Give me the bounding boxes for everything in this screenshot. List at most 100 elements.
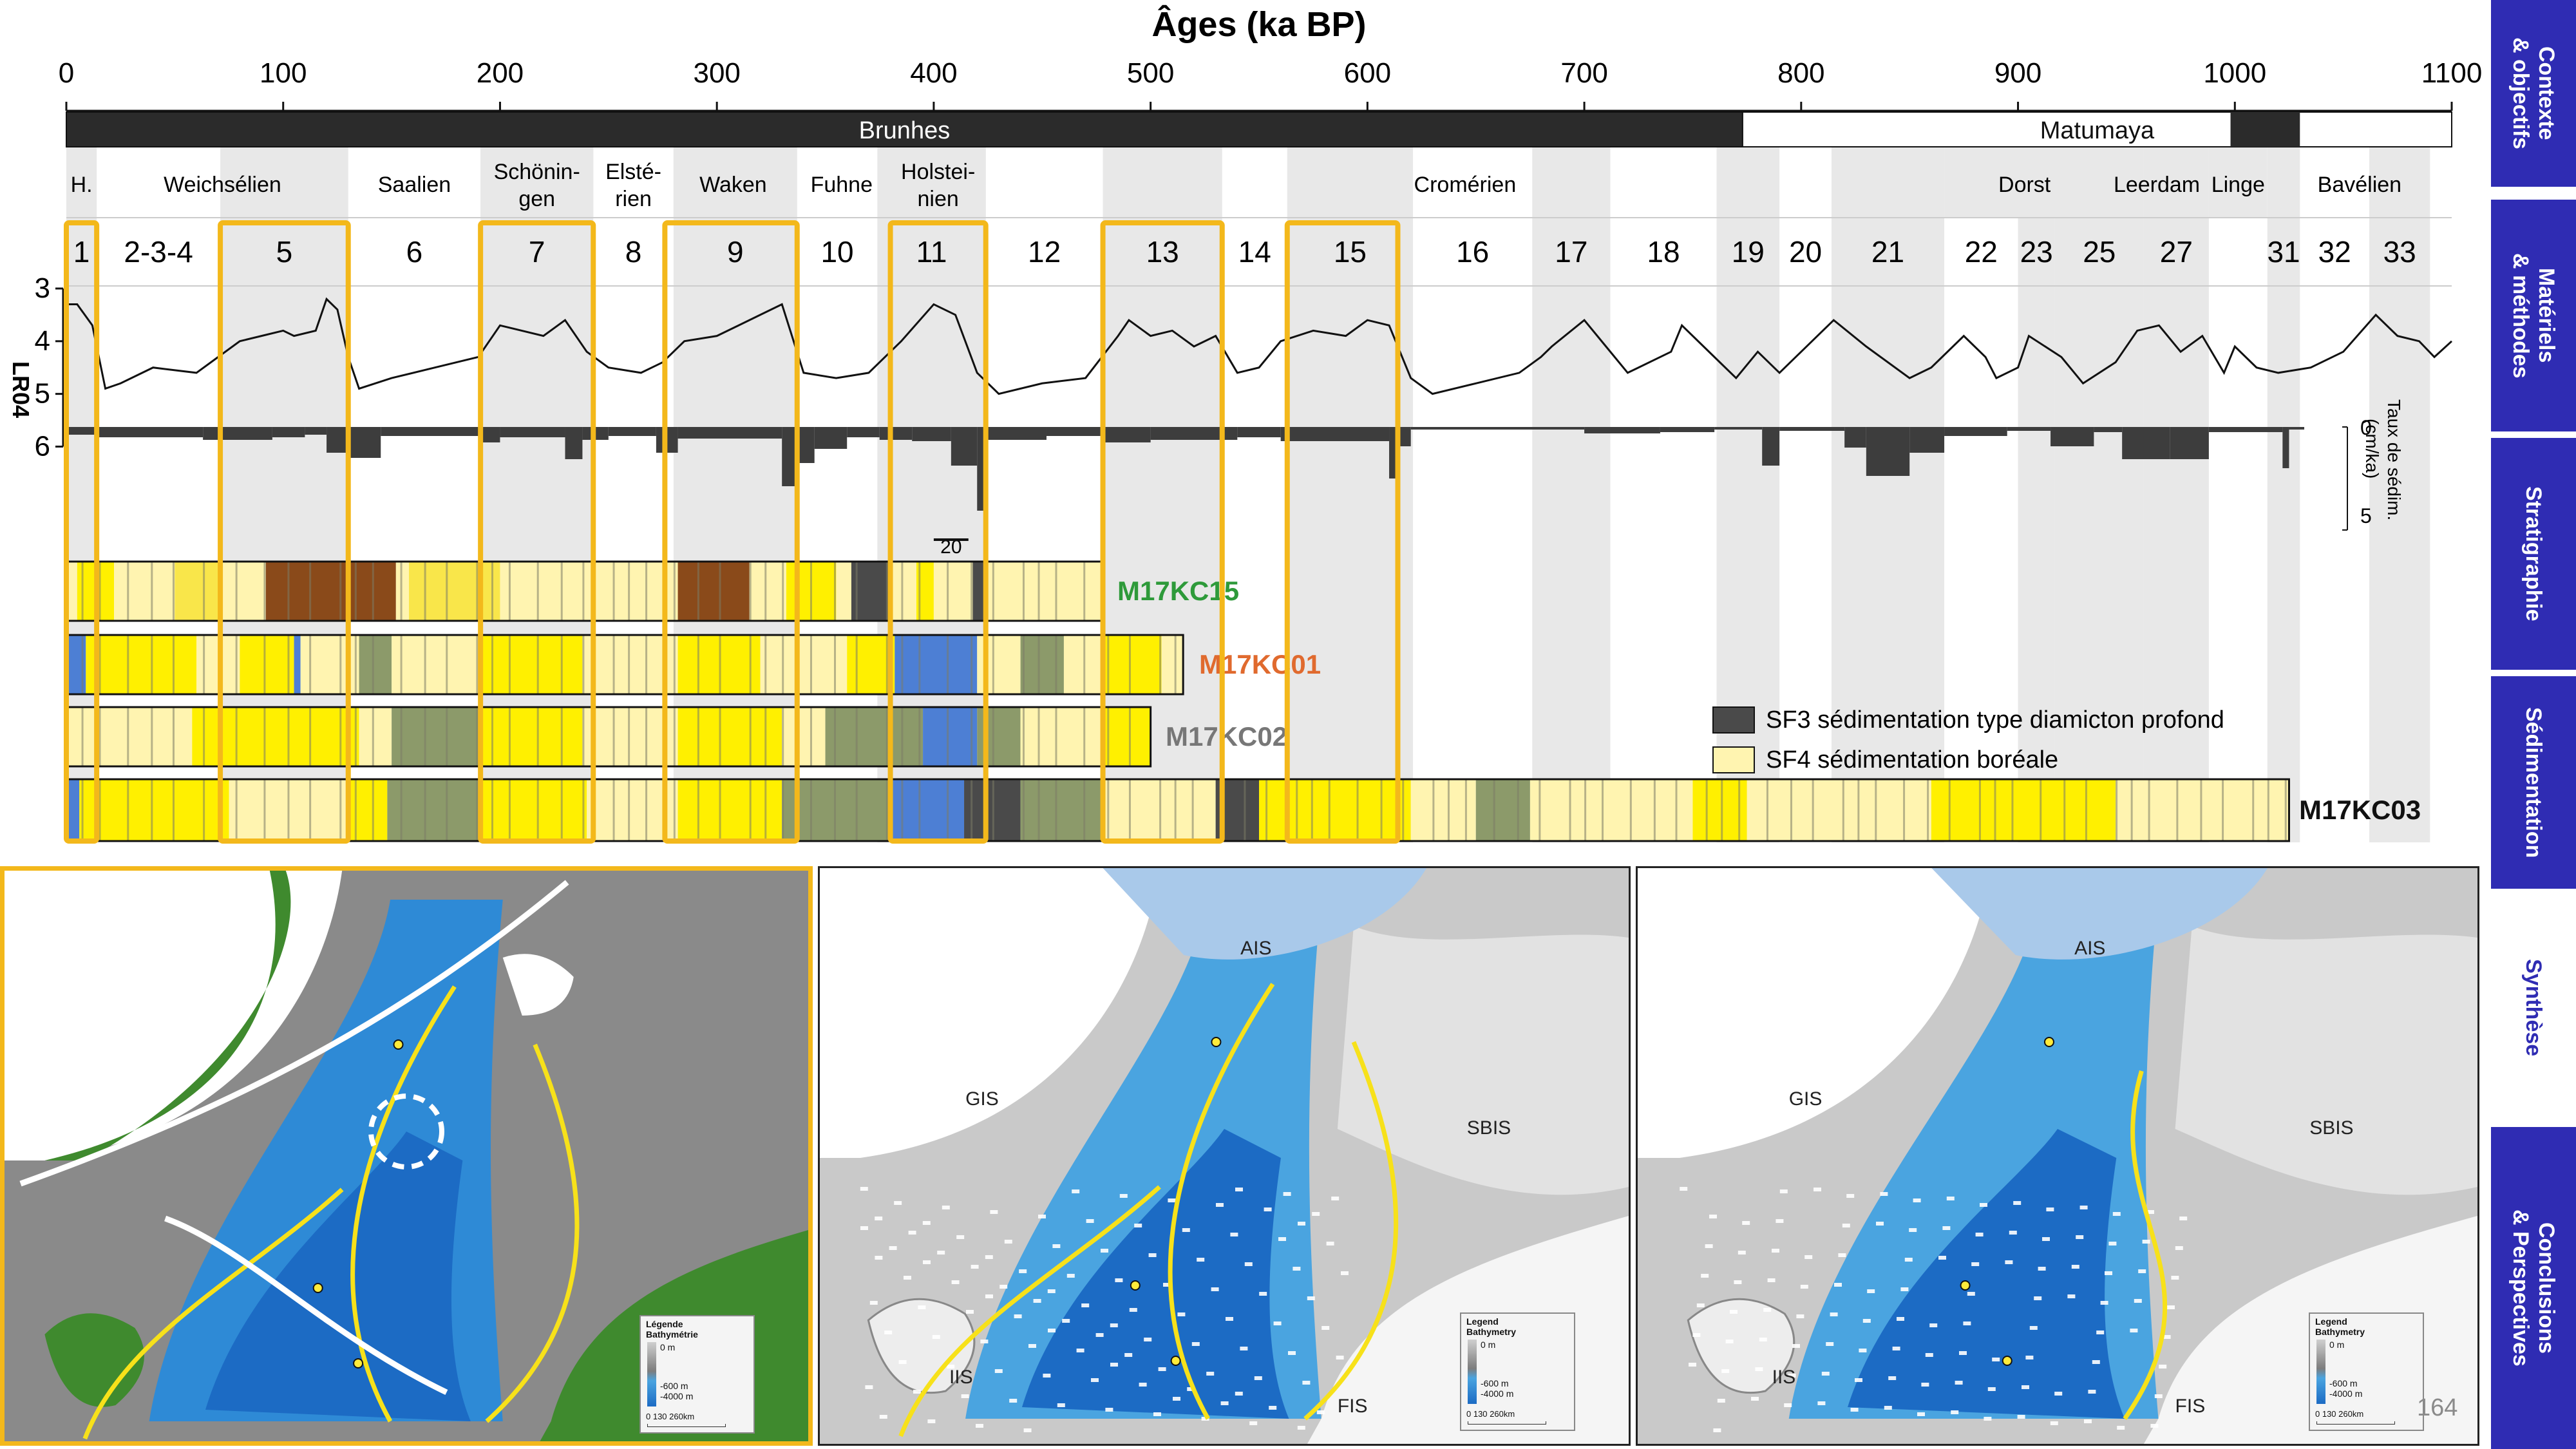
scale-bar: [2316, 1421, 2395, 1425]
legend-label: SF4 sédimentation boréale: [1766, 746, 2058, 773]
core-lamina: [354, 779, 357, 841]
stage-shade: [1944, 147, 2105, 218]
core-segment: [1530, 779, 1693, 841]
core-lamina: [645, 562, 648, 621]
sidebar-section-4[interactable]: Synthèse: [2491, 895, 2576, 1121]
y-axis-label: LR04: [8, 361, 34, 418]
iceberg-mark: [1721, 1369, 1730, 1373]
core-lamina: [1948, 779, 1951, 841]
iceberg-mark: [2171, 1276, 2179, 1280]
core-lamina: [309, 779, 312, 841]
legend-title: Légende: [646, 1319, 683, 1329]
iceberg-mark: [1955, 1381, 1963, 1385]
iceberg-mark: [1206, 1372, 1215, 1376]
iceberg-mark: [1336, 1356, 1344, 1359]
core-segment: [175, 562, 218, 621]
legend-value: -600 m: [2329, 1378, 2358, 1388]
core-lamina: [1539, 779, 1541, 841]
mis-label: 6: [406, 235, 423, 269]
legend-value: -4000 m: [1481, 1388, 1514, 1399]
scale-label: 0 130 260km: [2315, 1409, 2364, 1419]
map-label-sbis: SBIS: [2309, 1117, 2354, 1139]
sed-rate-bar: [799, 427, 815, 463]
core-lamina: [2267, 779, 2269, 841]
core-lamina: [1311, 779, 1313, 841]
sidebar-section-2[interactable]: Stratigraphie: [2491, 438, 2576, 670]
sed-rate-bar: [2007, 427, 2051, 431]
iceberg-mark: [1038, 1215, 1046, 1218]
iceberg-mark: [951, 1280, 960, 1284]
mis-label: 12: [1028, 235, 1061, 269]
arctic-ice: [1103, 868, 1426, 960]
core-lamina: [1159, 779, 1162, 841]
iceberg-mark: [1163, 1283, 1171, 1287]
core-segment: [1020, 707, 1103, 766]
iceberg-mark: [1959, 1351, 1967, 1355]
iceberg-mark: [1876, 1222, 1884, 1226]
magnetic-chron: [66, 111, 1743, 147]
iceberg-mark: [2112, 1212, 2121, 1216]
iceberg-mark: [1048, 1329, 1056, 1332]
sidebar-section-label: Conclusions & Perspectives: [2508, 1209, 2559, 1367]
iceberg-mark: [2084, 1419, 2092, 1423]
core-lamina: [354, 562, 357, 621]
core-lamina: [309, 635, 312, 694]
iceberg-mark: [1696, 1303, 1705, 1307]
core-segment: [359, 707, 392, 766]
sidebar-section-5[interactable]: Conclusions & Perspectives: [2491, 1127, 2576, 1449]
greenland-ice: [5, 871, 343, 1160]
sidebar-section-label: Contexte & objectifs: [2508, 37, 2559, 149]
core-segment: [1475, 779, 1530, 841]
sed-rate-bar: [1150, 427, 1238, 440]
stage-label: Dorst: [1998, 173, 2051, 197]
core-lamina: [99, 562, 101, 621]
iceberg-mark: [2025, 1356, 2034, 1359]
iceberg-mark: [1855, 1378, 1862, 1382]
core-segment: [923, 707, 978, 766]
core-segment: [392, 635, 478, 694]
core-lamina: [1569, 779, 1571, 841]
core-lamina: [1022, 562, 1025, 621]
iceberg-mark: [1052, 1244, 1061, 1248]
stage-label: Weichsélien: [164, 173, 281, 197]
iceberg-mark: [2130, 1329, 2138, 1332]
mis-shade: [2054, 147, 2144, 842]
sidebar-section-0[interactable]: Contexte & objectifs: [2491, 0, 2576, 187]
core-lamina: [2085, 779, 2087, 841]
legend-title: Legend: [2315, 1316, 2347, 1327]
core-lamina: [560, 562, 563, 621]
iceberg-mark: [2029, 1326, 2038, 1330]
core-segment: [582, 635, 678, 694]
gyre-circle: [368, 1094, 444, 1170]
core-lamina: [424, 562, 426, 621]
core-lamina: [1159, 635, 1162, 694]
core-segment: [192, 707, 359, 766]
sidebar-section-3[interactable]: Sédimentation: [2491, 676, 2576, 889]
sed-rate-axis-label: Taux de sédim.: [2384, 399, 2404, 520]
iceberg-mark: [1091, 1378, 1099, 1382]
core-lamina: [203, 779, 205, 841]
sed-rate-bar: [1909, 427, 1945, 453]
iceberg-mark: [1859, 1349, 1867, 1352]
sed-rate-bar: [1584, 427, 1660, 433]
core-lamina: [263, 779, 266, 841]
core-segment: [1020, 635, 1064, 694]
stage-shade: [66, 147, 97, 218]
core-lamina: [424, 707, 426, 766]
iceberg-mark: [1942, 1226, 1951, 1230]
mis-shade: [2018, 147, 2055, 842]
iceberg-mark: [2105, 1271, 2112, 1275]
core-lamina: [446, 562, 448, 621]
core-lamina: [612, 635, 615, 694]
legend-subtitle: Bathymetry: [1466, 1327, 1517, 1337]
sidebar-section-label: Sédimentation: [2521, 706, 2546, 858]
bathymetry-ramp: [647, 1342, 656, 1406]
iceberg-mark: [1235, 1392, 1243, 1396]
iceberg-mark: [875, 1256, 883, 1260]
iceberg-mark: [1197, 1258, 1205, 1262]
core-lamina: [697, 707, 699, 766]
iceberg-mark: [1814, 1188, 1821, 1191]
iceberg-mark: [1254, 1376, 1262, 1380]
sidebar-section-1[interactable]: Matériels & méthodes: [2491, 200, 2576, 431]
core-lamina: [263, 635, 266, 694]
